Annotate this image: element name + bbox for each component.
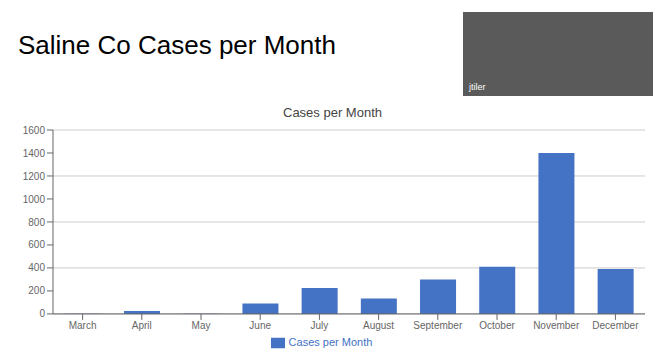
svg-text:1000: 1000 [23, 194, 46, 205]
svg-text:May: May [192, 320, 211, 331]
svg-text:July: July [311, 320, 329, 331]
html-text:jtiler: jtiler [469, 82, 486, 92]
html-text:Saline Co Cases per Month: Saline Co Cases per Month [18, 30, 336, 60]
svg-text:800: 800 [28, 217, 45, 228]
svg-text:December: December [592, 320, 639, 331]
svg-text:1600: 1600 [23, 125, 46, 136]
svg-text:600: 600 [28, 239, 45, 250]
svg-text:June: June [249, 320, 271, 331]
svg-text:1400: 1400 [23, 148, 46, 159]
svg-text:200: 200 [28, 285, 45, 296]
svg-text:September: September [413, 320, 463, 331]
svg-text:April: April [132, 320, 152, 331]
html-text:Cases per Month: Cases per Month [283, 105, 382, 120]
svg-text:October: October [479, 320, 515, 331]
svg-text:1200: 1200 [23, 171, 46, 182]
html-text:Cases per Month: Cases per Month [288, 335, 373, 348]
svg-text:400: 400 [28, 262, 45, 273]
svg-text:March: March [69, 320, 97, 331]
svg-text:August: August [363, 320, 394, 331]
svg-text:0: 0 [39, 308, 45, 319]
svg-text:November: November [533, 320, 580, 331]
